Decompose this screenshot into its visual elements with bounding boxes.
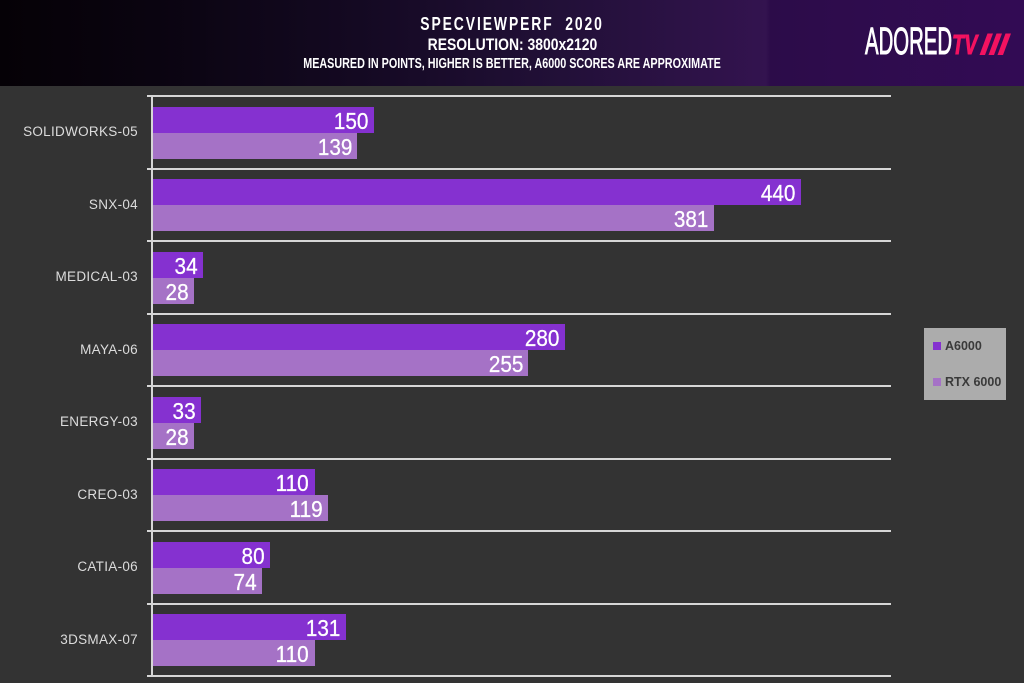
- svg-text:TV: TV: [952, 30, 979, 61]
- svg-text:ADORED: ADORED: [865, 20, 952, 62]
